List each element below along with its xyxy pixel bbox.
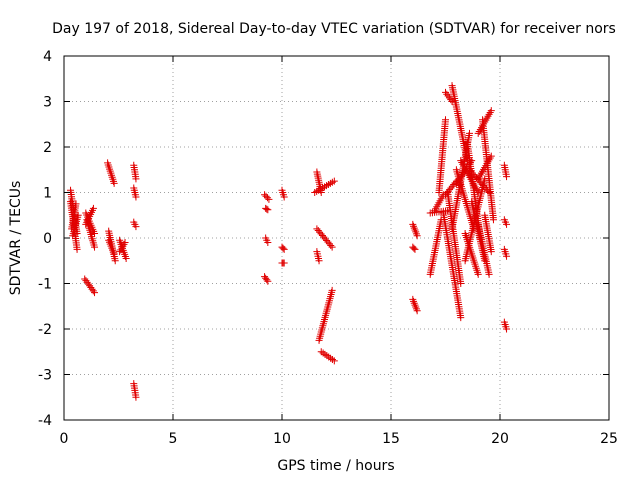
data-point-marker bbox=[110, 250, 118, 258]
y-tick-label: 0 bbox=[43, 231, 52, 247]
chart-title: Day 197 of 2018, Sidereal Day-to-day VTE… bbox=[52, 21, 616, 37]
data-point-marker bbox=[489, 216, 497, 224]
data-point-marker bbox=[442, 116, 449, 124]
data-point-marker bbox=[328, 243, 336, 251]
data-point-marker bbox=[119, 242, 127, 250]
data-point-marker bbox=[485, 189, 493, 196]
y-tick-label: 4 bbox=[43, 49, 52, 65]
data-point-marker bbox=[444, 92, 452, 100]
y-tick-label: -3 bbox=[38, 368, 52, 384]
data-points bbox=[67, 82, 511, 401]
data-point-marker bbox=[91, 289, 99, 297]
data-point-marker bbox=[132, 393, 140, 401]
data-point-marker bbox=[262, 192, 270, 200]
data-point-marker bbox=[280, 259, 288, 267]
data-point-marker bbox=[503, 173, 511, 181]
data-point-marker bbox=[91, 229, 99, 237]
data-point-marker bbox=[74, 211, 82, 219]
x-tick-label: 0 bbox=[60, 431, 69, 447]
data-point-marker bbox=[315, 257, 323, 265]
x-tick-label: 25 bbox=[600, 431, 618, 447]
data-point-marker bbox=[487, 107, 495, 115]
data-point-marker bbox=[413, 232, 421, 240]
x-tick-label: 15 bbox=[382, 431, 400, 447]
data-point-marker bbox=[111, 257, 119, 265]
x-tick-label: 5 bbox=[169, 431, 178, 447]
data-point-marker bbox=[443, 90, 451, 98]
data-point-marker bbox=[263, 205, 271, 213]
data-point-marker bbox=[264, 206, 272, 214]
data-point-marker bbox=[280, 193, 288, 201]
data-point-marker bbox=[503, 252, 511, 260]
data-point-marker bbox=[457, 280, 465, 287]
data-point-marker bbox=[413, 307, 421, 315]
tick-labels: 0 5 10 15 20 25 -4 -3 -2 -1 0 1 2 3 4 bbox=[38, 49, 618, 447]
data-point-marker bbox=[132, 223, 140, 231]
data-point-marker bbox=[89, 204, 97, 212]
grid-lines bbox=[64, 56, 609, 420]
x-tick-label: 10 bbox=[273, 431, 291, 447]
y-tick-label: 1 bbox=[43, 186, 52, 202]
data-point-marker bbox=[116, 248, 124, 256]
data-point-marker bbox=[118, 244, 126, 252]
data-point-marker bbox=[410, 244, 418, 252]
data-point-marker bbox=[487, 248, 495, 256]
data-point-marker bbox=[474, 270, 482, 278]
data-point-marker bbox=[279, 244, 287, 252]
x-axis-label: GPS time / hours bbox=[277, 458, 394, 474]
data-point-marker bbox=[72, 200, 80, 208]
data-point-marker bbox=[328, 286, 336, 294]
data-point-marker bbox=[120, 240, 128, 248]
data-point-marker bbox=[457, 314, 465, 322]
y-tick-label: 3 bbox=[43, 95, 52, 111]
data-point-marker bbox=[261, 191, 269, 199]
data-point-marker bbox=[264, 277, 272, 285]
data-point-marker bbox=[503, 220, 511, 228]
data-point-marker bbox=[411, 245, 419, 253]
data-point-marker bbox=[327, 241, 335, 249]
data-point-marker bbox=[503, 325, 511, 333]
data-point-marker bbox=[121, 239, 129, 247]
data-point-marker bbox=[91, 243, 99, 251]
data-point-marker bbox=[442, 88, 449, 96]
data-point-marker bbox=[263, 194, 271, 202]
data-point-marker bbox=[263, 276, 271, 284]
data-point-marker bbox=[132, 193, 140, 201]
y-tick-label: -4 bbox=[38, 413, 52, 429]
data-point-marker bbox=[264, 239, 272, 247]
data-point-marker bbox=[132, 175, 140, 183]
data-point-marker bbox=[110, 179, 118, 187]
x-tick-label: 20 bbox=[491, 431, 509, 447]
y-axis-label: SDTVAR / TECUs bbox=[8, 181, 24, 296]
data-point-marker bbox=[465, 129, 473, 137]
data-point-marker bbox=[89, 287, 97, 295]
y-tick-label: -1 bbox=[38, 277, 52, 293]
y-tick-label: 2 bbox=[43, 140, 52, 156]
data-point-marker bbox=[122, 254, 130, 262]
data-point-marker bbox=[317, 189, 325, 196]
data-point-marker bbox=[445, 94, 453, 102]
data-point-marker bbox=[280, 245, 288, 253]
data-point-marker bbox=[485, 270, 493, 278]
axis-ticks bbox=[63, 55, 610, 421]
data-point-marker bbox=[73, 245, 81, 253]
data-point-marker bbox=[447, 96, 455, 104]
data-point-marker bbox=[330, 177, 338, 185]
data-point-marker bbox=[265, 195, 273, 203]
data-point-marker bbox=[117, 246, 125, 254]
y-tick-label: -2 bbox=[38, 322, 52, 338]
data-point-marker bbox=[487, 152, 495, 160]
data-point-marker bbox=[330, 357, 338, 365]
